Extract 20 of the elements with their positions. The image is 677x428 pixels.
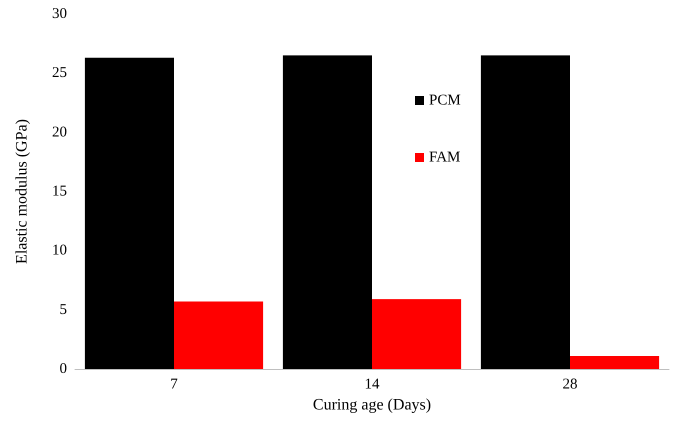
y-tick-label: 25	[52, 65, 67, 82]
legend-label: FAM	[429, 150, 460, 166]
y-tick-label: 0	[60, 361, 67, 377]
y-tick-label: 15	[52, 184, 67, 200]
y-tick-label: 5	[60, 302, 67, 318]
y-tick-label: 20	[52, 124, 67, 140]
bar	[282, 55, 372, 369]
y-axis-title: Elastic modulus (GPa)	[14, 119, 30, 264]
y-tick-label: 10	[52, 242, 67, 259]
bar	[372, 299, 462, 369]
bar	[84, 58, 174, 369]
x-tick-label: 28	[562, 376, 578, 392]
bar	[174, 302, 264, 369]
legend-label: PCM	[429, 92, 461, 108]
x-tick-label: 7	[170, 376, 178, 392]
bar	[570, 356, 660, 369]
bar	[480, 55, 570, 369]
x-axis-title: Curing age (Days)	[312, 396, 432, 414]
x-tick-label: 14	[364, 376, 380, 392]
y-tick-label: 30	[52, 6, 67, 22]
